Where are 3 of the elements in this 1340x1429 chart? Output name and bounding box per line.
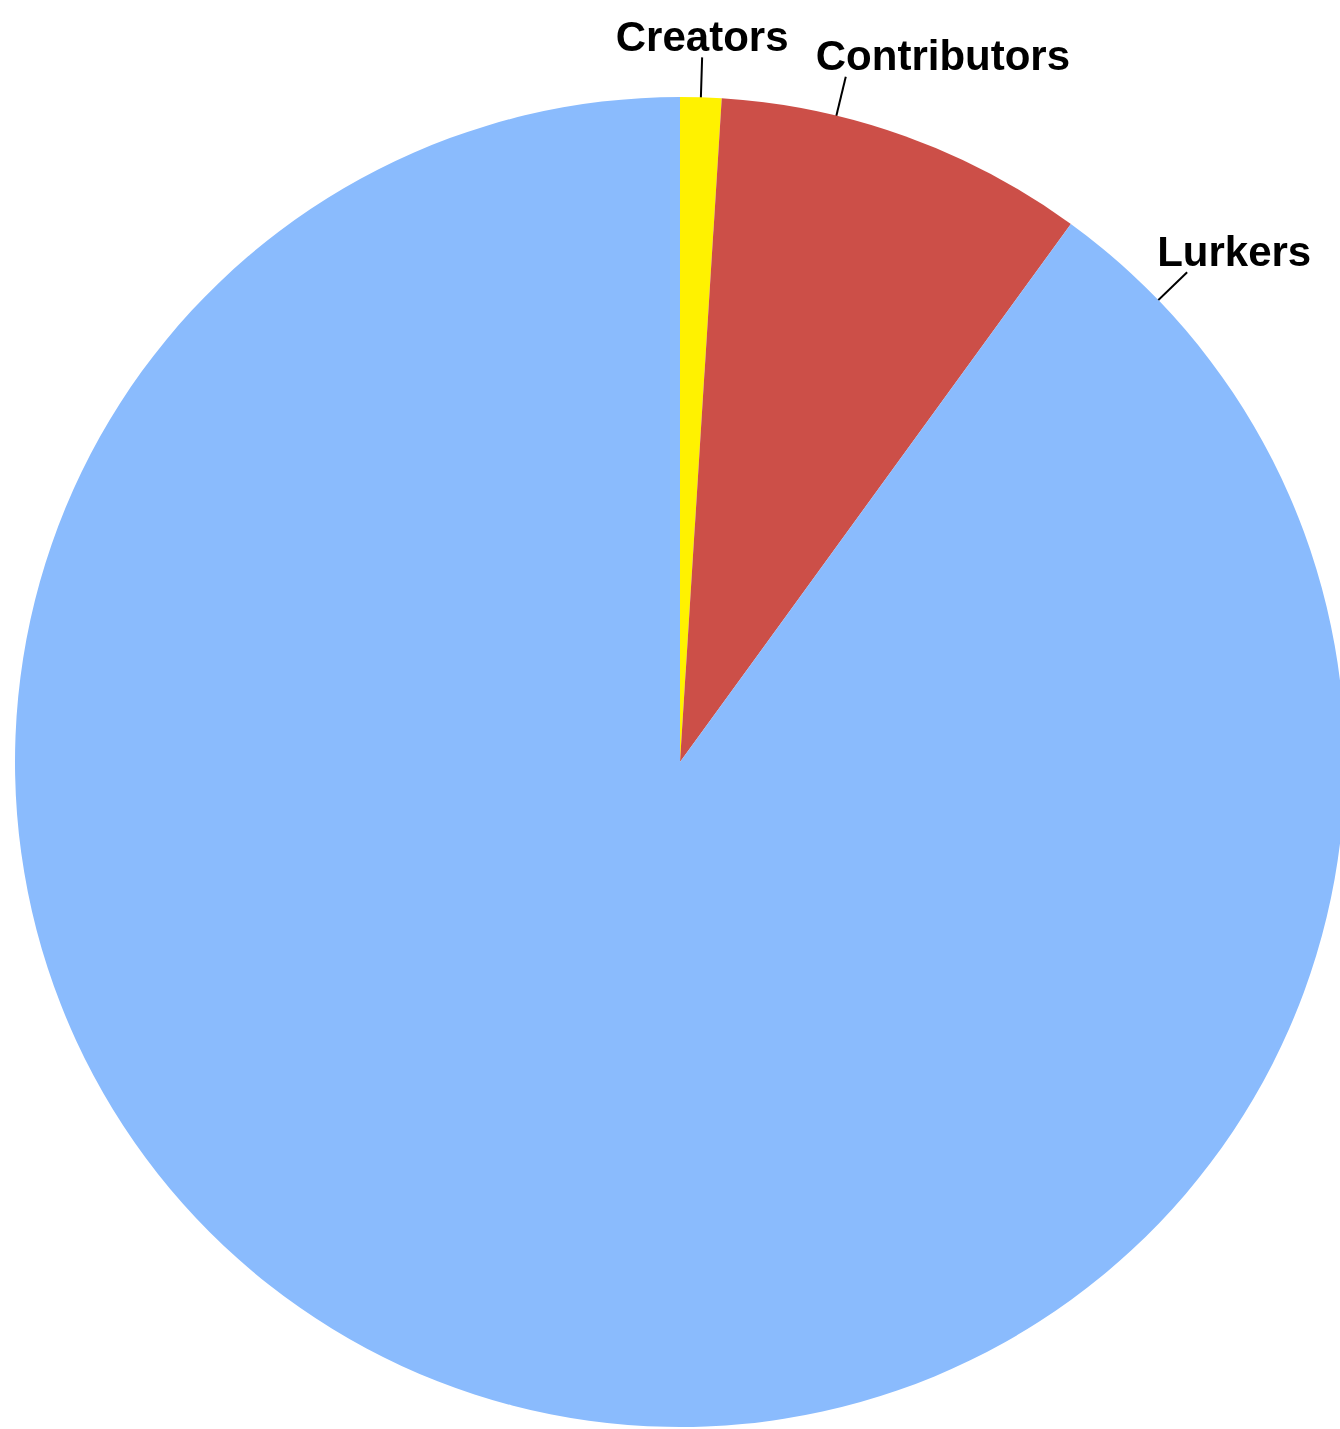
slice-label: Contributors bbox=[815, 32, 1071, 80]
slice-label: Lurkers bbox=[1157, 227, 1312, 275]
slice-label: Creators bbox=[615, 12, 789, 60]
